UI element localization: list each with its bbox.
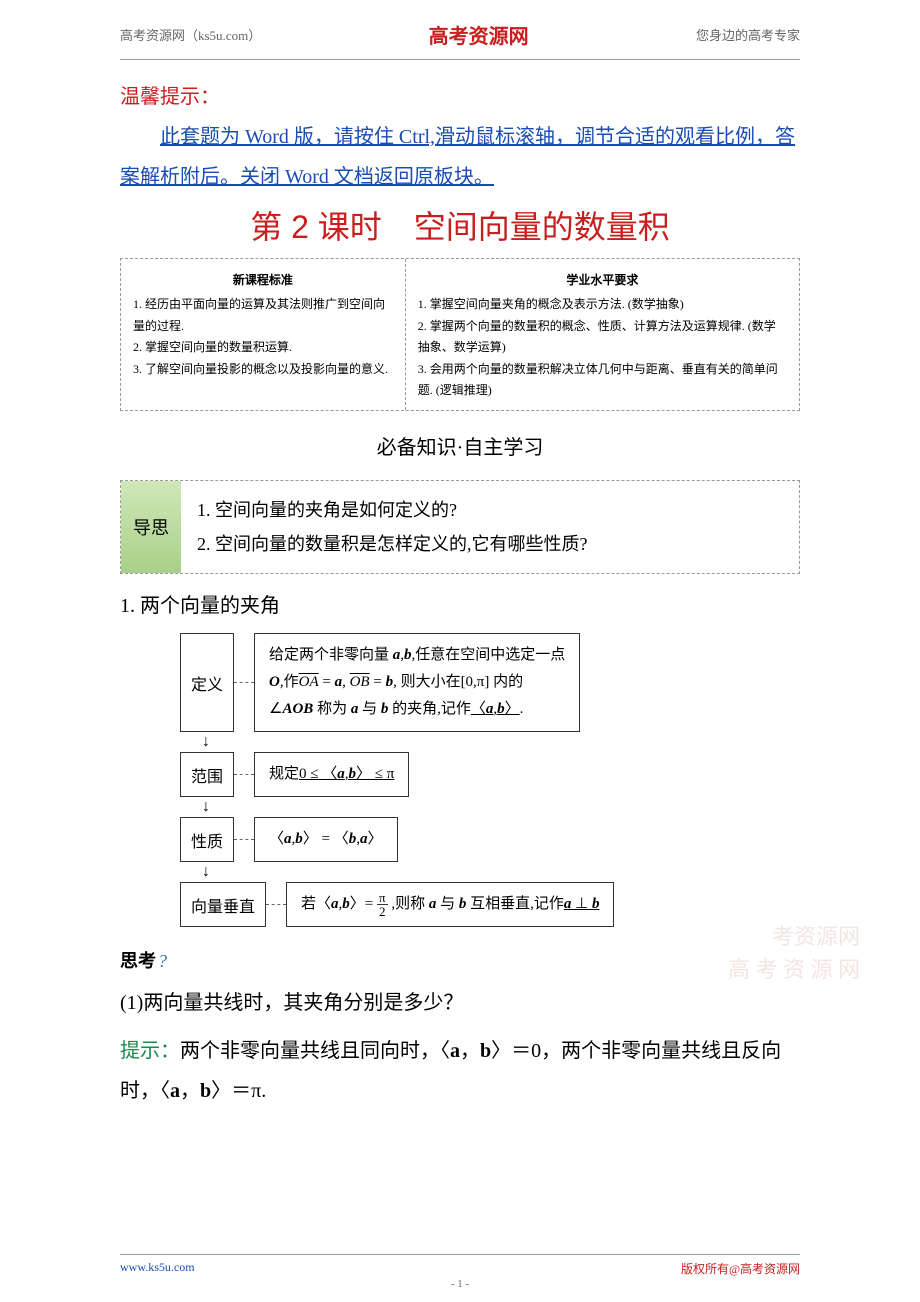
diagram-content: 若〈a,b〉= π2 ,则称 a 与 b 互相垂直,记作a ⊥ b — [286, 882, 614, 927]
page-footer: www.ks5u.com 版权所有@高考资源网 — [120, 1254, 800, 1277]
standards-table: 新课程标准 1. 经历由平面向量的运算及其法则推广到空间向量的过程. 2. 掌握… — [120, 258, 800, 411]
guide-box: 导思 1. 空间向量的夹角是如何定义的? 2. 空间向量的数量积是怎样定义的,它… — [120, 480, 800, 574]
standards-left-item: 2. 掌握空间向量的数量积运算. — [133, 337, 393, 359]
guide-item: 1. 空间向量的夹角是如何定义的? — [197, 493, 588, 527]
standards-left-col: 新课程标准 1. 经历由平面向量的运算及其法则推广到空间向量的过程. 2. 掌握… — [121, 259, 406, 410]
footer-url: www.ks5u.com — [120, 1260, 195, 1277]
watermark: 考资源网 高 考 资 源 网 — [728, 920, 860, 986]
thinking-label: 思考 — [120, 951, 156, 971]
header-right: 您身边的高考专家 — [696, 25, 800, 44]
diagram-content: 〈a,b〉 = 〈b,a〉 — [254, 817, 398, 862]
question-mark-icon: ? — [158, 951, 167, 971]
section-number: 1. 两个向量的夹角 — [120, 589, 800, 618]
diagram-label: 范围 — [180, 752, 234, 797]
answer-label: 提示： — [120, 1040, 180, 1062]
diagram-row-range: 范围 规定0 ≤ 〈a,b〉 ≤ π — [180, 752, 800, 797]
standards-left-item: 1. 经历由平面向量的运算及其法则推广到空间向量的过程. — [133, 294, 393, 337]
diagram-connector — [234, 839, 254, 840]
standards-right-header: 学业水平要求 — [418, 267, 787, 294]
standards-right-col: 学业水平要求 1. 掌握空间向量夹角的概念及表示方法. (数学抽象) 2. 掌握… — [406, 259, 799, 410]
header-center-logo: 高考资源网 — [429, 20, 529, 49]
header-divider — [120, 59, 800, 60]
thinking-prompt: 思考? — [120, 947, 800, 973]
diagram-row-property: 性质 〈a,b〉 = 〈b,a〉 — [180, 817, 800, 862]
question-text: (1)两向量共线时，其夹角分别是多少？ — [120, 983, 800, 1023]
standards-right-item: 1. 掌握空间向量夹角的概念及表示方法. (数学抽象) — [418, 294, 787, 316]
diagram-row-definition: 定义 给定两个非零向量 a,b,任意在空间中选定一点O,作OA = a, OB … — [180, 633, 800, 732]
footer-copyright: 版权所有@高考资源网 — [681, 1260, 800, 1277]
tip-title: 温馨提示： — [120, 80, 800, 109]
answer-body: 两个非零向量共线且同向时，〈a，b〉＝0，两个非零向量共线且反向时，〈a，b〉＝… — [120, 1040, 781, 1102]
concept-diagram: 定义 给定两个非零向量 a,b,任意在空间中选定一点O,作OA = a, OB … — [180, 633, 800, 927]
watermark-line: 高 考 资 源 网 — [728, 953, 860, 986]
diagram-connector — [234, 774, 254, 775]
section-title: 必备知识·自主学习 — [120, 431, 800, 460]
diagram-label: 性质 — [180, 817, 234, 862]
diagram-connector — [266, 904, 286, 905]
diagram-connector — [234, 682, 254, 683]
arrow-down-icon: ↓ — [202, 797, 800, 817]
standards-left-header: 新课程标准 — [133, 267, 393, 294]
page-number: - 1 - — [0, 1278, 920, 1290]
watermark-line: 考资源网 — [728, 920, 860, 953]
header-left: 高考资源网（ks5u.com） — [120, 25, 261, 44]
answer-text: 提示：两个非零向量共线且同向时，〈a，b〉＝0，两个非零向量共线且反向时，〈a，… — [120, 1031, 800, 1111]
tip-body: 此套题为 Word 版，请按住 Ctrl,滑动鼠标滚轴，调节合适的观看比例，答案… — [120, 117, 800, 197]
standards-right-item: 3. 会用两个向量的数量积解决立体几何中与距离、垂直有关的简单问题. (逻辑推理… — [418, 359, 787, 402]
diagram-row-perpendicular: 向量垂直 若〈a,b〉= π2 ,则称 a 与 b 互相垂直,记作a ⊥ b — [180, 882, 800, 927]
arrow-down-icon: ↓ — [202, 732, 800, 752]
guide-item: 2. 空间向量的数量积是怎样定义的,它有哪些性质? — [197, 527, 588, 561]
guide-content: 1. 空间向量的夹角是如何定义的? 2. 空间向量的数量积是怎样定义的,它有哪些… — [181, 481, 604, 573]
guide-label: 导思 — [121, 481, 181, 573]
diagram-label: 定义 — [180, 633, 234, 732]
diagram-content: 给定两个非零向量 a,b,任意在空间中选定一点O,作OA = a, OB = b… — [254, 633, 580, 732]
diagram-label: 向量垂直 — [180, 882, 266, 927]
diagram-content: 规定0 ≤ 〈a,b〉 ≤ π — [254, 752, 409, 797]
standards-left-item: 3. 了解空间向量投影的概念以及投影向量的意义. — [133, 359, 393, 381]
arrow-down-icon: ↓ — [202, 862, 800, 882]
page-header: 高考资源网（ks5u.com） 高考资源网 您身边的高考专家 — [0, 0, 920, 59]
lesson-title: 第 2 课时 空间向量的数量积 — [120, 202, 800, 248]
standards-right-item: 2. 掌握两个向量的数量积的概念、性质、计算方法及运算规律. (数学抽象、数学运… — [418, 316, 787, 359]
